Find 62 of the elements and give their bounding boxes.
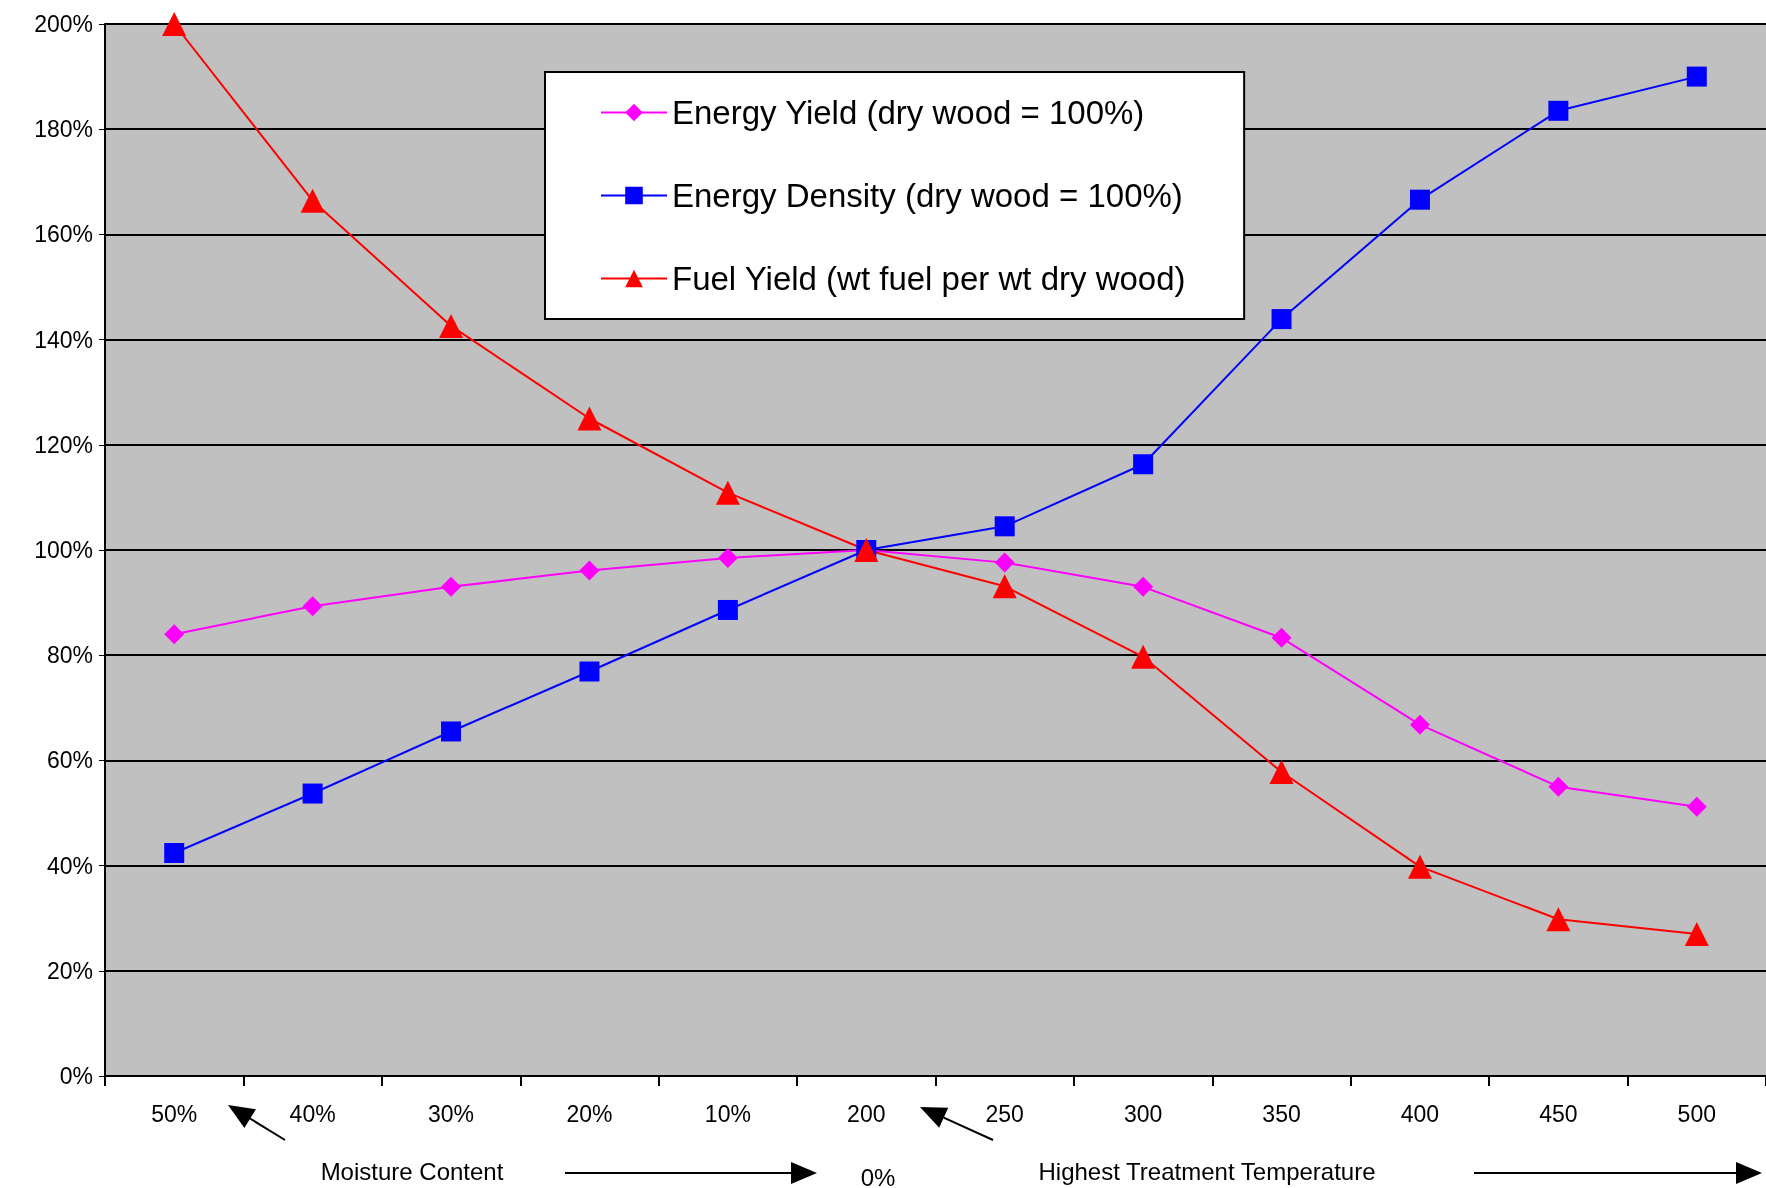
point xyxy=(441,721,462,742)
text: 0% xyxy=(860,1163,896,1188)
point xyxy=(439,313,464,338)
point xyxy=(994,516,1015,537)
point xyxy=(717,599,738,620)
point xyxy=(717,547,738,568)
y-tick-label: 60% xyxy=(46,747,93,774)
text: Moisture Content xyxy=(320,1157,504,1185)
y-tick-label: 160% xyxy=(34,221,93,248)
x-tick-label: 50% xyxy=(151,1100,198,1127)
point xyxy=(1548,100,1569,121)
point xyxy=(1131,644,1156,669)
x-tick-label: 10% xyxy=(704,1100,751,1127)
point xyxy=(715,480,740,505)
x-tick-label: 30% xyxy=(428,1100,475,1127)
legend-label: Fuel Yield (wt fuel per wt dry wood) xyxy=(672,260,1186,297)
y-tick-label: 200% xyxy=(34,11,93,37)
y-tick-label: 0% xyxy=(59,1063,93,1089)
point xyxy=(1269,759,1294,784)
point xyxy=(1271,627,1292,648)
x-tick-label: 400 xyxy=(1400,1100,1440,1127)
point xyxy=(994,552,1015,573)
point xyxy=(1409,714,1430,735)
y-tick-label: 180% xyxy=(34,116,93,143)
y-tick-label: 20% xyxy=(46,957,93,984)
point xyxy=(1548,776,1569,797)
y-tick-label: 80% xyxy=(46,642,93,669)
legend-label: Energy Density (dry wood = 100%) xyxy=(672,177,1183,214)
point xyxy=(162,12,187,36)
point xyxy=(164,842,185,863)
legend-label: Energy Yield (dry wood = 100%) xyxy=(672,94,1145,131)
x-tick-label: 200 xyxy=(847,1100,886,1127)
point xyxy=(1409,189,1430,210)
x-tick-label: 250 xyxy=(985,1100,1024,1127)
y-tick-label: 40% xyxy=(46,852,93,879)
point xyxy=(579,560,600,581)
point xyxy=(164,624,185,645)
y-tick-label: 140% xyxy=(34,326,93,353)
x-tick-label: 300 xyxy=(1123,1100,1163,1127)
text: Highest Treatment Temperature xyxy=(1038,1157,1376,1185)
point xyxy=(300,188,325,213)
x-tick-label: 500 xyxy=(1677,1100,1716,1127)
point xyxy=(1546,907,1571,932)
point xyxy=(577,406,602,431)
point xyxy=(1686,66,1707,87)
point xyxy=(1133,454,1154,475)
point xyxy=(1133,576,1154,597)
x-tick-label: 20% xyxy=(566,1100,613,1127)
point xyxy=(579,661,600,682)
point xyxy=(1686,796,1707,817)
y-tick-label: 100% xyxy=(34,537,93,563)
x-tick-label: 40% xyxy=(289,1100,336,1127)
x-tick-label: 450 xyxy=(1539,1100,1578,1127)
point xyxy=(302,783,323,804)
x-tick-label: 350 xyxy=(1262,1100,1301,1127)
point xyxy=(1684,921,1709,946)
y-tick-label: 120% xyxy=(34,431,93,458)
point xyxy=(302,596,323,617)
point xyxy=(441,576,462,597)
point xyxy=(1271,309,1292,330)
point xyxy=(992,574,1017,599)
point xyxy=(1407,854,1432,879)
